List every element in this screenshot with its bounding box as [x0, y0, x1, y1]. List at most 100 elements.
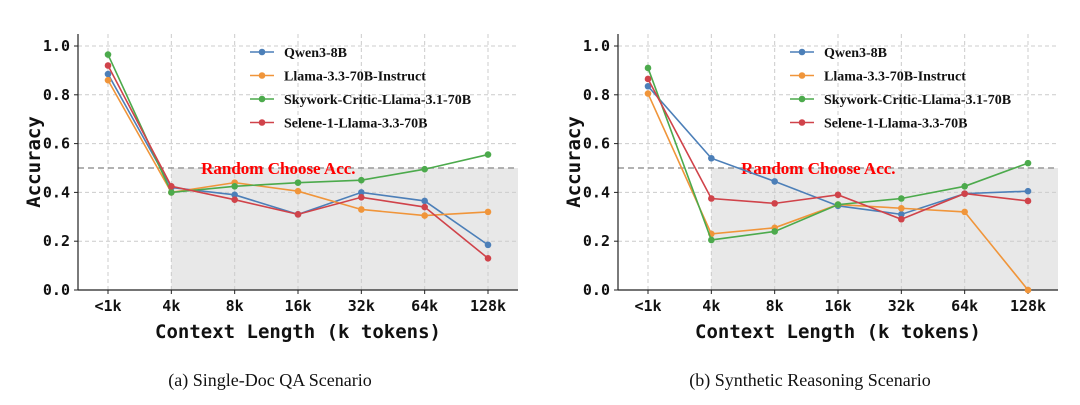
- data-point: [644, 75, 652, 83]
- data-point: [484, 208, 492, 216]
- data-point: [104, 76, 112, 84]
- data-point: [231, 196, 238, 204]
- data-point: [294, 179, 302, 186]
- random-choose-label: Random Choose Acc.: [741, 159, 895, 178]
- data-point: [1024, 286, 1032, 294]
- legend-label: Selene-1-Llama-3.3-70B: [824, 117, 967, 132]
- chart-svg-single-doc-qa: Random Choose Acc. 0.0 0.2 0.4 0.6 0.8 1.0 <1k 4…: [23, 34, 519, 391]
- data-point: [834, 191, 842, 199]
- data-point: [708, 154, 715, 162]
- x-tick-label: 4k: [162, 297, 180, 315]
- below-random-shaded-region: [171, 168, 519, 290]
- y-tick-label: 0.2: [583, 232, 610, 250]
- data-point: [484, 254, 492, 262]
- data-point: [961, 208, 968, 216]
- y-tick-label: 1.0: [583, 37, 610, 55]
- data-point: [644, 82, 652, 90]
- data-point: [771, 178, 778, 185]
- y-tick-label: 0.4: [583, 183, 610, 201]
- data-point: [834, 201, 842, 208]
- data-point: [421, 212, 428, 219]
- legend-label: Qwen3-8B: [284, 46, 347, 61]
- data-point: [421, 197, 428, 205]
- data-point: [898, 211, 905, 218]
- x-tick-label: 128k: [470, 297, 506, 315]
- y-tick-label: 1.0: [43, 37, 70, 55]
- x-tick-label: 64k: [411, 297, 438, 315]
- legend-marker: [258, 72, 266, 79]
- data-point: [294, 211, 302, 218]
- data-point: [898, 204, 905, 212]
- y-tick-label: 0.6: [43, 135, 70, 153]
- data-point: [104, 62, 112, 69]
- data-point: [484, 151, 492, 158]
- y-tick-label: 0.8: [583, 86, 610, 104]
- legend-marker: [258, 48, 266, 56]
- x-tick-label: 16k: [284, 297, 311, 315]
- legend-label: Qwen3-8B: [824, 46, 887, 61]
- data-point: [1024, 159, 1032, 167]
- data-point: [898, 195, 905, 202]
- x-tick-label: <1k: [634, 297, 661, 315]
- x-tick-label: <1k: [94, 297, 121, 315]
- legend-marker: [798, 72, 806, 79]
- legend-marker: [258, 119, 266, 126]
- x-tick-label: 32k: [888, 297, 915, 315]
- data-point: [484, 241, 492, 249]
- y-tick-label: 0.2: [43, 232, 70, 250]
- x-tick-label: 32k: [348, 297, 375, 315]
- x-axis-title: Context Length (k tokens): [695, 321, 981, 343]
- data-point: [231, 191, 238, 199]
- x-tick-label: 64k: [951, 297, 978, 315]
- x-tick-label: 8k: [766, 297, 784, 315]
- data-point: [358, 206, 365, 213]
- x-tick-label: 4k: [702, 297, 720, 315]
- y-tick-label: 0.4: [43, 183, 70, 201]
- data-point: [231, 183, 238, 190]
- data-point: [104, 51, 112, 58]
- legend-label: Llama-3.3-70B-Instruct: [284, 70, 426, 85]
- data-point: [358, 193, 365, 201]
- x-axis-title: Context Length (k tokens): [155, 321, 441, 343]
- data-point: [961, 183, 968, 190]
- data-point: [1024, 187, 1032, 195]
- data-point: [294, 187, 302, 195]
- figure-caption: (b) Synthetic Reasoning Scenario: [689, 370, 930, 391]
- data-point: [644, 64, 652, 72]
- legend-label: Llama-3.3-70B-Instruct: [824, 70, 966, 85]
- data-point: [771, 228, 778, 235]
- y-axis-title: Accuracy: [23, 116, 45, 208]
- data-point: [1024, 197, 1032, 205]
- legend-marker: [798, 119, 806, 126]
- data-point: [358, 176, 365, 184]
- legend-label: Skywork-Critic-Llama-3.1-70B: [824, 93, 1011, 108]
- data-point: [771, 200, 778, 207]
- chart-panel-synthetic-reasoning: Random Choose Acc. 0.0 0.2 0.4 0.6 0.8 1.0 <1k 4…: [540, 0, 1080, 400]
- data-point: [708, 195, 715, 202]
- x-tick-label: 8k: [226, 297, 244, 315]
- x-tick-label: 16k: [824, 297, 851, 315]
- data-point: [644, 90, 652, 97]
- chart-panel-single-doc-qa: Random Choose Acc. 0.0 0.2 0.4 0.6 0.8 1.0 <1k 4…: [0, 0, 540, 400]
- y-axis-title: Accuracy: [563, 116, 585, 208]
- x-tick-label: 128k: [1010, 297, 1046, 315]
- y-tick-label: 0.6: [583, 135, 610, 153]
- data-point: [898, 215, 905, 223]
- chart-svg-synthetic-reasoning: Random Choose Acc. 0.0 0.2 0.4 0.6 0.8 1.0 <1k 4…: [563, 34, 1058, 391]
- data-point: [168, 189, 175, 196]
- data-point: [708, 236, 715, 244]
- data-point: [961, 190, 968, 197]
- legend-label: Skywork-Critic-Llama-3.1-70B: [284, 93, 471, 108]
- figure-caption: (a) Single-Doc QA Scenario: [168, 370, 371, 391]
- legend-label: Selene-1-Llama-3.3-70B: [284, 117, 427, 132]
- data-point: [104, 70, 112, 78]
- data-point: [168, 183, 175, 190]
- y-tick-label: 0.8: [43, 86, 70, 104]
- legend-marker: [258, 95, 266, 103]
- data-point: [421, 165, 428, 173]
- y-tick-label: 0.0: [43, 281, 70, 299]
- legend-marker: [798, 95, 806, 103]
- data-point: [421, 203, 428, 211]
- y-tick-label: 0.0: [583, 281, 610, 299]
- data-point: [358, 189, 365, 196]
